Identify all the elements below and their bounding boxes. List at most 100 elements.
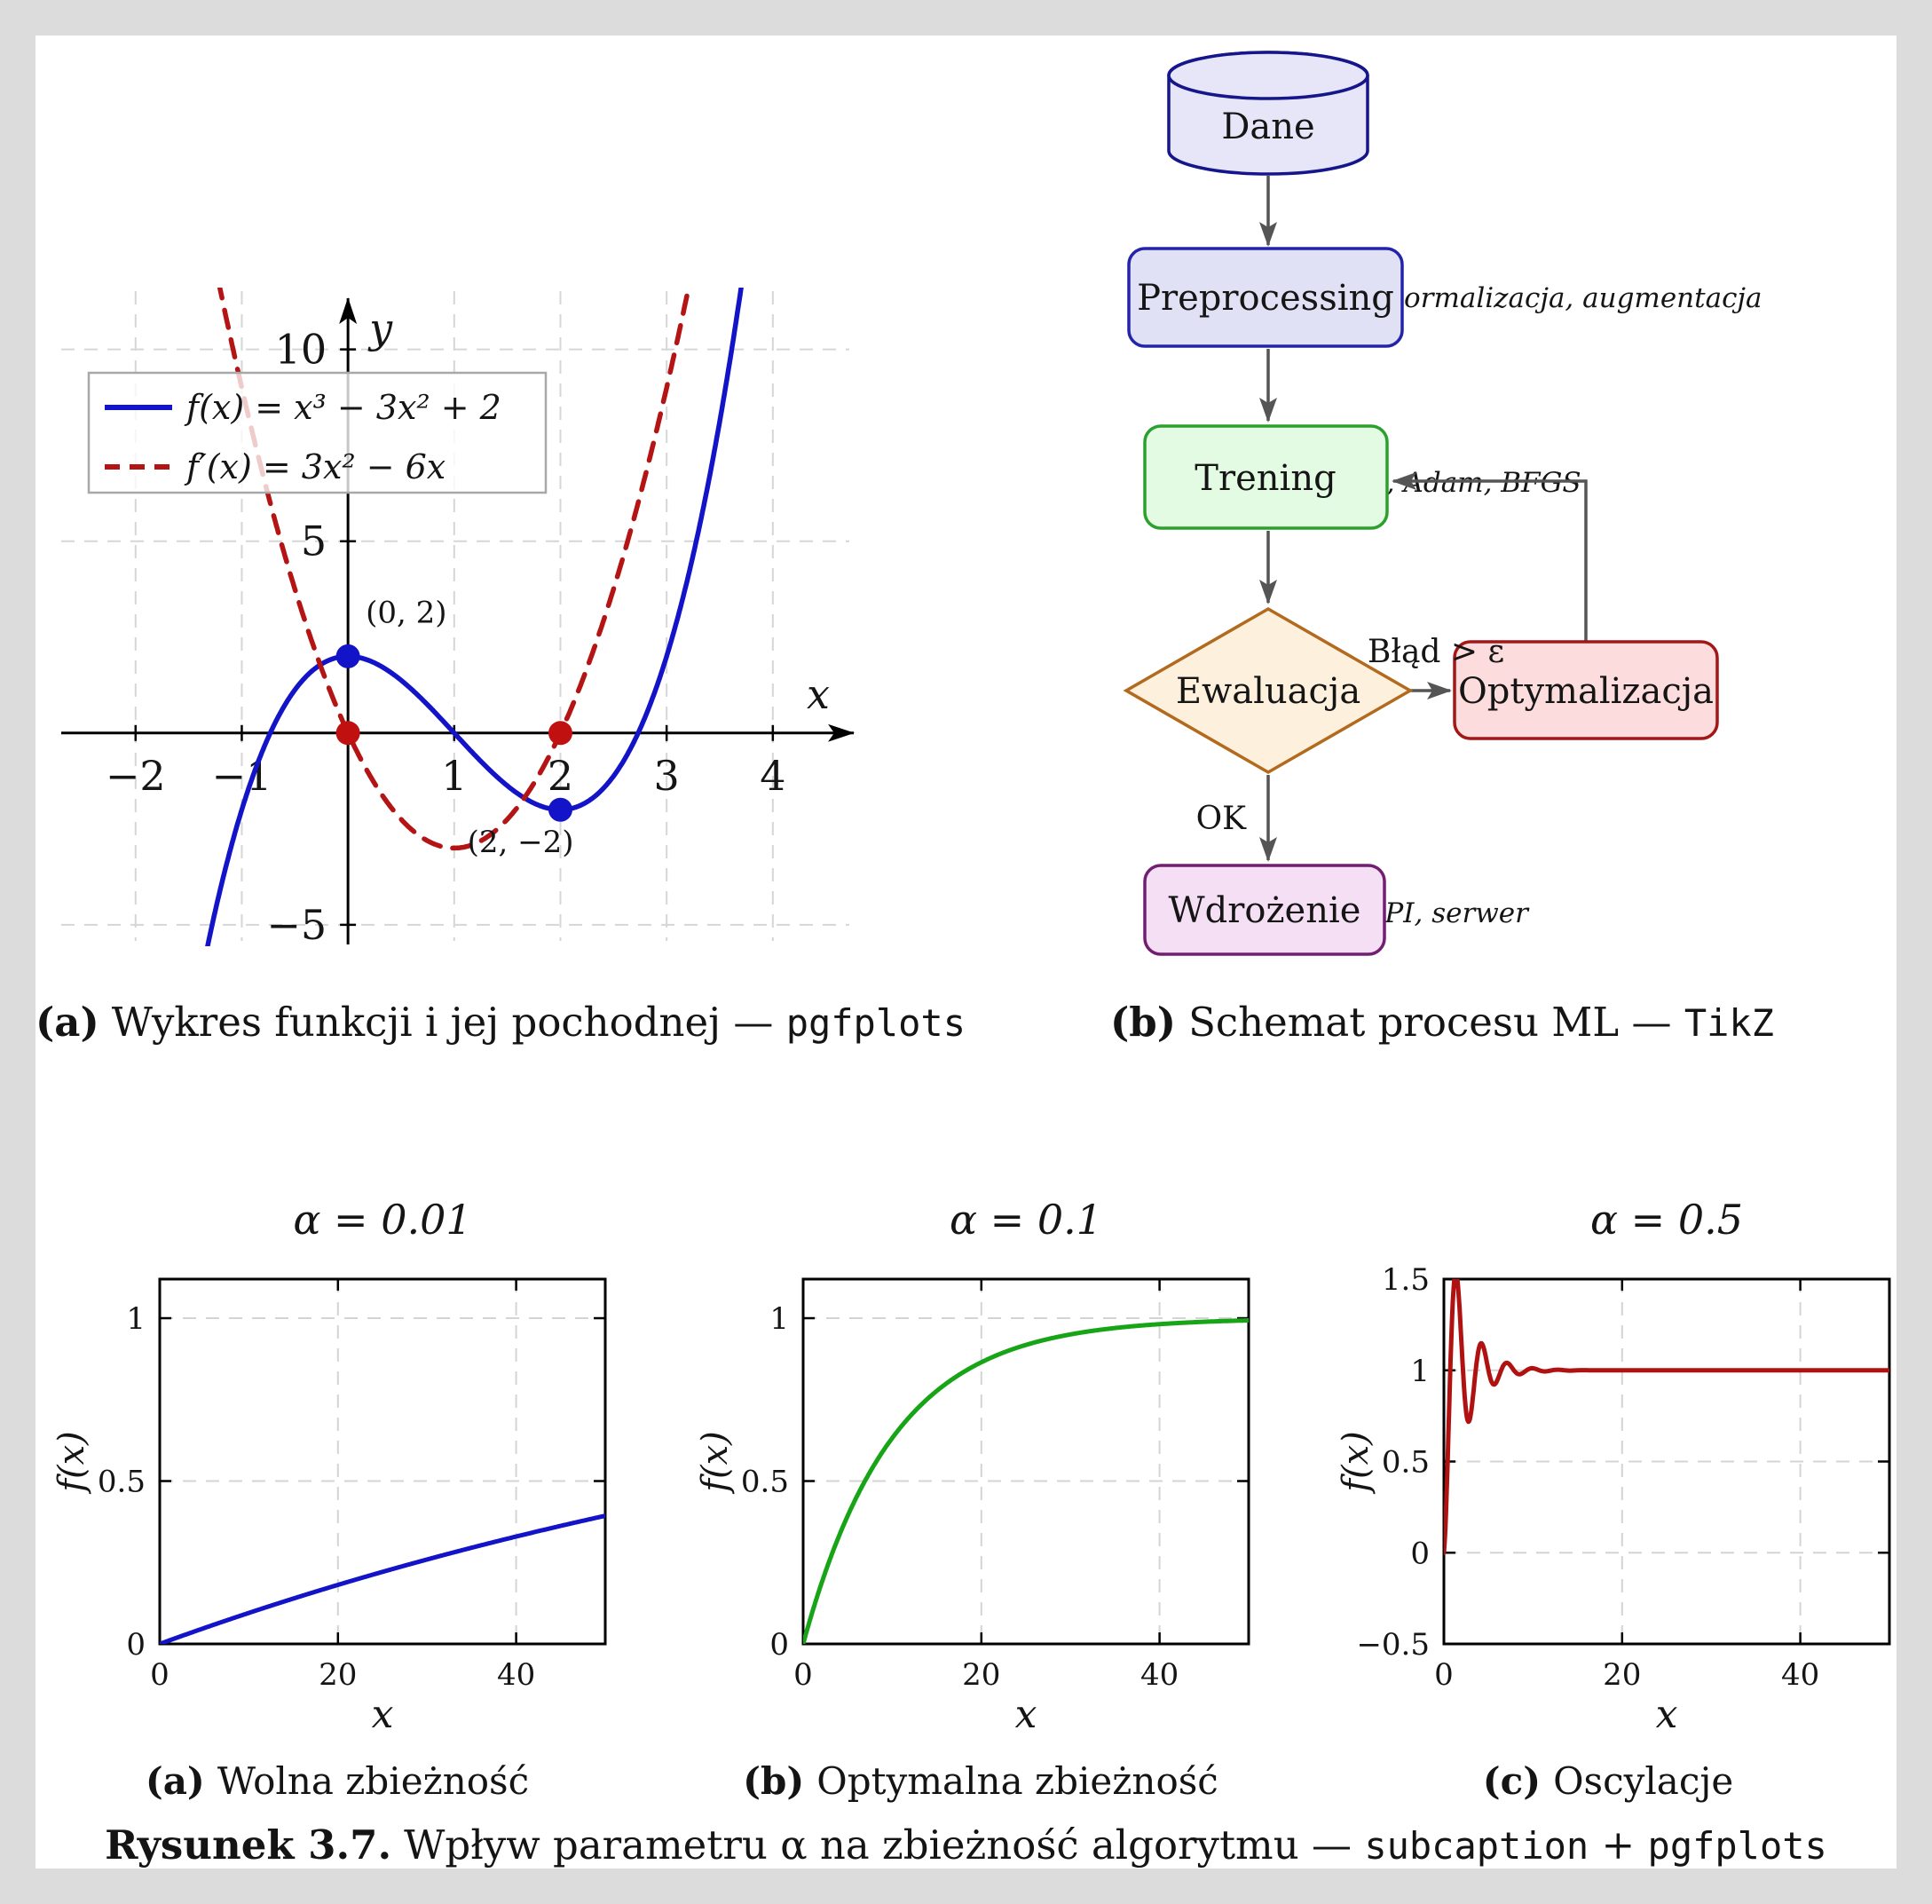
legend-box	[87, 371, 548, 494]
caption-sub-a-text: Wolna zbieżność	[217, 1759, 530, 1803]
x-tick-label: 0	[793, 1657, 813, 1693]
caption-b-text: Schemat procesu ML —	[1188, 999, 1684, 1046]
data-point	[335, 721, 360, 746]
convergence-plot-alpha-05: 0 20 40−0.500.511.5α = 0.5xf(x)	[1337, 1196, 1891, 1737]
x-axis-label: x	[1656, 1692, 1678, 1737]
convergence-plot-alpha-01: 0 20 40 0 0.5 1 α = 0.1 x f(x)	[697, 1196, 1250, 1737]
plot-title: α = 0.5	[1590, 1196, 1743, 1244]
ewaluacja-diamond	[1123, 606, 1414, 775]
series-line-0	[1444, 1279, 1889, 1555]
x-tick-label: 2	[548, 752, 573, 800]
point-label: (0, 2)	[366, 595, 446, 630]
caption-sub-c-text: Oscylacje	[1553, 1759, 1734, 1803]
y-tick-label: 0	[1410, 1536, 1430, 1571]
node-dane: Dane	[1167, 51, 1369, 176]
x-tick-label: −2	[106, 752, 166, 800]
main-caption-code1: subcaption	[1364, 1824, 1589, 1868]
y-tick-label: 0	[769, 1627, 789, 1663]
x-tick-label: 0	[1434, 1657, 1454, 1693]
main-caption-code2: pgfplots	[1647, 1824, 1827, 1868]
x-axis-label: x	[1015, 1692, 1037, 1737]
plot-box	[158, 1277, 607, 1646]
optymalizacja-box	[1453, 640, 1719, 740]
y-tick-label: 1.5	[1382, 1262, 1430, 1298]
series-line-0	[205, 288, 744, 946]
caption-b-label: (b)	[1110, 999, 1177, 1046]
caption-sub-b-label: (b)	[743, 1759, 805, 1803]
data-point	[335, 644, 360, 668]
caption-a-label: (a)	[35, 999, 99, 1046]
y-tick-label: 5	[301, 517, 327, 565]
y-axis-label: y	[367, 304, 393, 352]
series-group	[803, 1318, 1249, 1644]
convergence-plot-alpha-001: 0 20 40 0 0.5 1 α = 0.01 x f(x)	[53, 1196, 607, 1737]
edge-label-blad: Błąd > ε	[1368, 634, 1504, 670]
node-preprocessing: Preprocessing	[1127, 247, 1404, 348]
caption-main-rysunek: Rysunek 3.7. Wpływ parametru α na zbieżno…	[35, 1821, 1897, 1868]
series-group	[1444, 1279, 1889, 1555]
note-wdrozenie: API, serwer	[1362, 897, 1530, 929]
main-caption-sep: +	[1589, 1821, 1648, 1868]
edge-label-ok: OK	[1196, 801, 1248, 837]
preprocessing-label: Preprocessing	[1137, 278, 1394, 319]
caption-sub-b: (b) Optymalna zbieżność	[697, 1759, 1265, 1803]
document-page: −2 −1 1 2 3 4 −5 5 10 y (0, 2) (2, −2) x f(x) = x³ − …	[35, 36, 1897, 1868]
node-ewaluacja: Ewaluacja	[1123, 606, 1414, 775]
note-preprocessing: normalizacja, augmentacja	[1386, 282, 1762, 314]
caption-b-code: TikZ	[1684, 1001, 1774, 1045]
caption-sub-b-text: Optymalna zbieżność	[816, 1759, 1218, 1803]
x-axis-label: x	[372, 1692, 394, 1737]
function-derivative-plot: −2 −1 1 2 3 4 −5 5 10 y (0, 2) (2, −2) x f(x) = x³ − …	[61, 288, 855, 949]
y-axis-label: f(x)	[53, 1431, 92, 1495]
trening-label: Trening	[1195, 458, 1336, 499]
node-trening: Trening	[1143, 424, 1389, 530]
y-tick-label: 0	[126, 1627, 146, 1663]
wdrozenie-box	[1143, 864, 1386, 956]
y-axis-label: f(x)	[1337, 1431, 1376, 1495]
series-line-0	[160, 1513, 605, 1644]
x-tick-label: 0	[150, 1657, 170, 1693]
caption-figure-b: (b) Schemat procesu ML — TikZ	[1100, 999, 1784, 1046]
x-tick-label: 40	[1781, 1657, 1819, 1693]
y-tick-label: 0.5	[98, 1465, 146, 1500]
x-tick-label: 1	[441, 752, 467, 800]
legend-entry-label: f(x) = x³ − 3x² + 2	[184, 388, 501, 427]
y-tick-label: 0.5	[1382, 1445, 1430, 1481]
data-point	[548, 721, 572, 746]
x-tick-label: 3	[654, 752, 680, 800]
node-optymalizacja: Optymalizacja	[1453, 640, 1719, 740]
series-group	[205, 288, 744, 946]
series-group	[160, 1513, 605, 1644]
x-tick-label: −1	[212, 752, 272, 800]
caption-sub-c-label: (c)	[1482, 1759, 1542, 1803]
caption-sub-c: (c) Oscylacje	[1329, 1759, 1888, 1803]
trening-box	[1143, 424, 1389, 530]
point-label: (2, −2)	[468, 825, 574, 860]
wdrozenie-label: Wdrożenie	[1169, 890, 1361, 931]
node-wdrozenie: Wdrożenie	[1143, 864, 1386, 956]
legend-entry-label: f′(x) = 3x² − 6x	[184, 447, 446, 486]
caption-a-code: pgfplots	[785, 1001, 966, 1045]
main-caption-text: Wpływ parametru α na zbieżność algorytmu…	[404, 1821, 1365, 1868]
plot-title: α = 0.1	[950, 1196, 1102, 1244]
caption-figure-a: (a) Wykres funkcji i jej pochodnej — pgfp…	[35, 999, 966, 1046]
ewaluacja-label: Ewaluacja	[1176, 671, 1360, 712]
preprocessing-box	[1127, 247, 1404, 348]
caption-sub-a-label: (a)	[145, 1759, 205, 1803]
x-axis-label: x	[807, 670, 830, 718]
y-axis-label: f(x)	[697, 1431, 736, 1495]
plot-title: α = 0.01	[293, 1196, 471, 1244]
plot-box	[801, 1277, 1250, 1646]
x-tick-label: 4	[760, 752, 785, 800]
data-point	[548, 797, 572, 822]
y-tick-label: 1	[769, 1301, 789, 1337]
dane-cylinder-top	[1167, 51, 1369, 100]
y-tick-label: 1	[1410, 1354, 1430, 1389]
optymalizacja-label: Optymalizacja	[1458, 671, 1714, 712]
x-tick-label: 20	[962, 1657, 1000, 1693]
ml-process-flowchart: normalizacja, augmentacja SGD, Adam, BFG…	[1123, 51, 1762, 956]
series-line-0	[803, 1318, 1249, 1644]
y-tick-label: 1	[126, 1301, 146, 1337]
caption-sub-a: (a) Wolna zbieżność	[53, 1759, 621, 1803]
